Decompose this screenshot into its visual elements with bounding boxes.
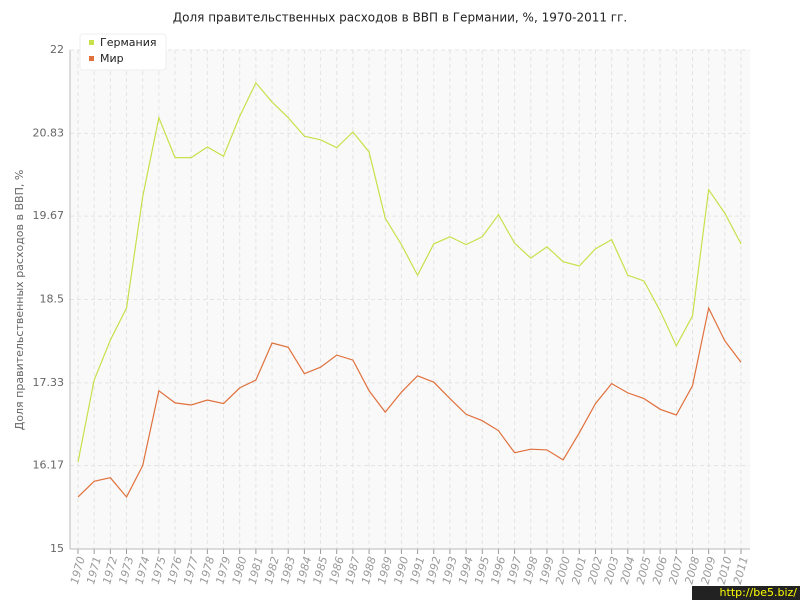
- y-tick-label: 19.67: [33, 209, 65, 222]
- watermark-bg: [692, 586, 800, 600]
- y-tick-label: 15: [50, 542, 64, 555]
- chart-title: Доля правительственных расходов в ВВП в …: [173, 11, 627, 25]
- y-tick-label: 17.33: [33, 376, 65, 389]
- legend-swatch: [89, 56, 94, 61]
- legend-label: Мир: [100, 52, 124, 65]
- legend-swatch: [89, 40, 94, 45]
- y-tick-label: 22: [50, 43, 64, 56]
- y-tick-label: 20.83: [33, 126, 65, 139]
- y-axis-label: Доля правительственных расходов в ВВП, %: [13, 170, 26, 431]
- legend-label: Германия: [100, 36, 156, 49]
- y-tick-label: 18.5: [40, 293, 65, 306]
- y-tick-label: 16.17: [33, 459, 65, 472]
- watermark: http://be5.biz/: [720, 586, 798, 599]
- legend: Германия Мир: [79, 33, 167, 71]
- data-line: [77, 81, 742, 463]
- data-line: [77, 306, 742, 499]
- legend-box: [79, 33, 167, 71]
